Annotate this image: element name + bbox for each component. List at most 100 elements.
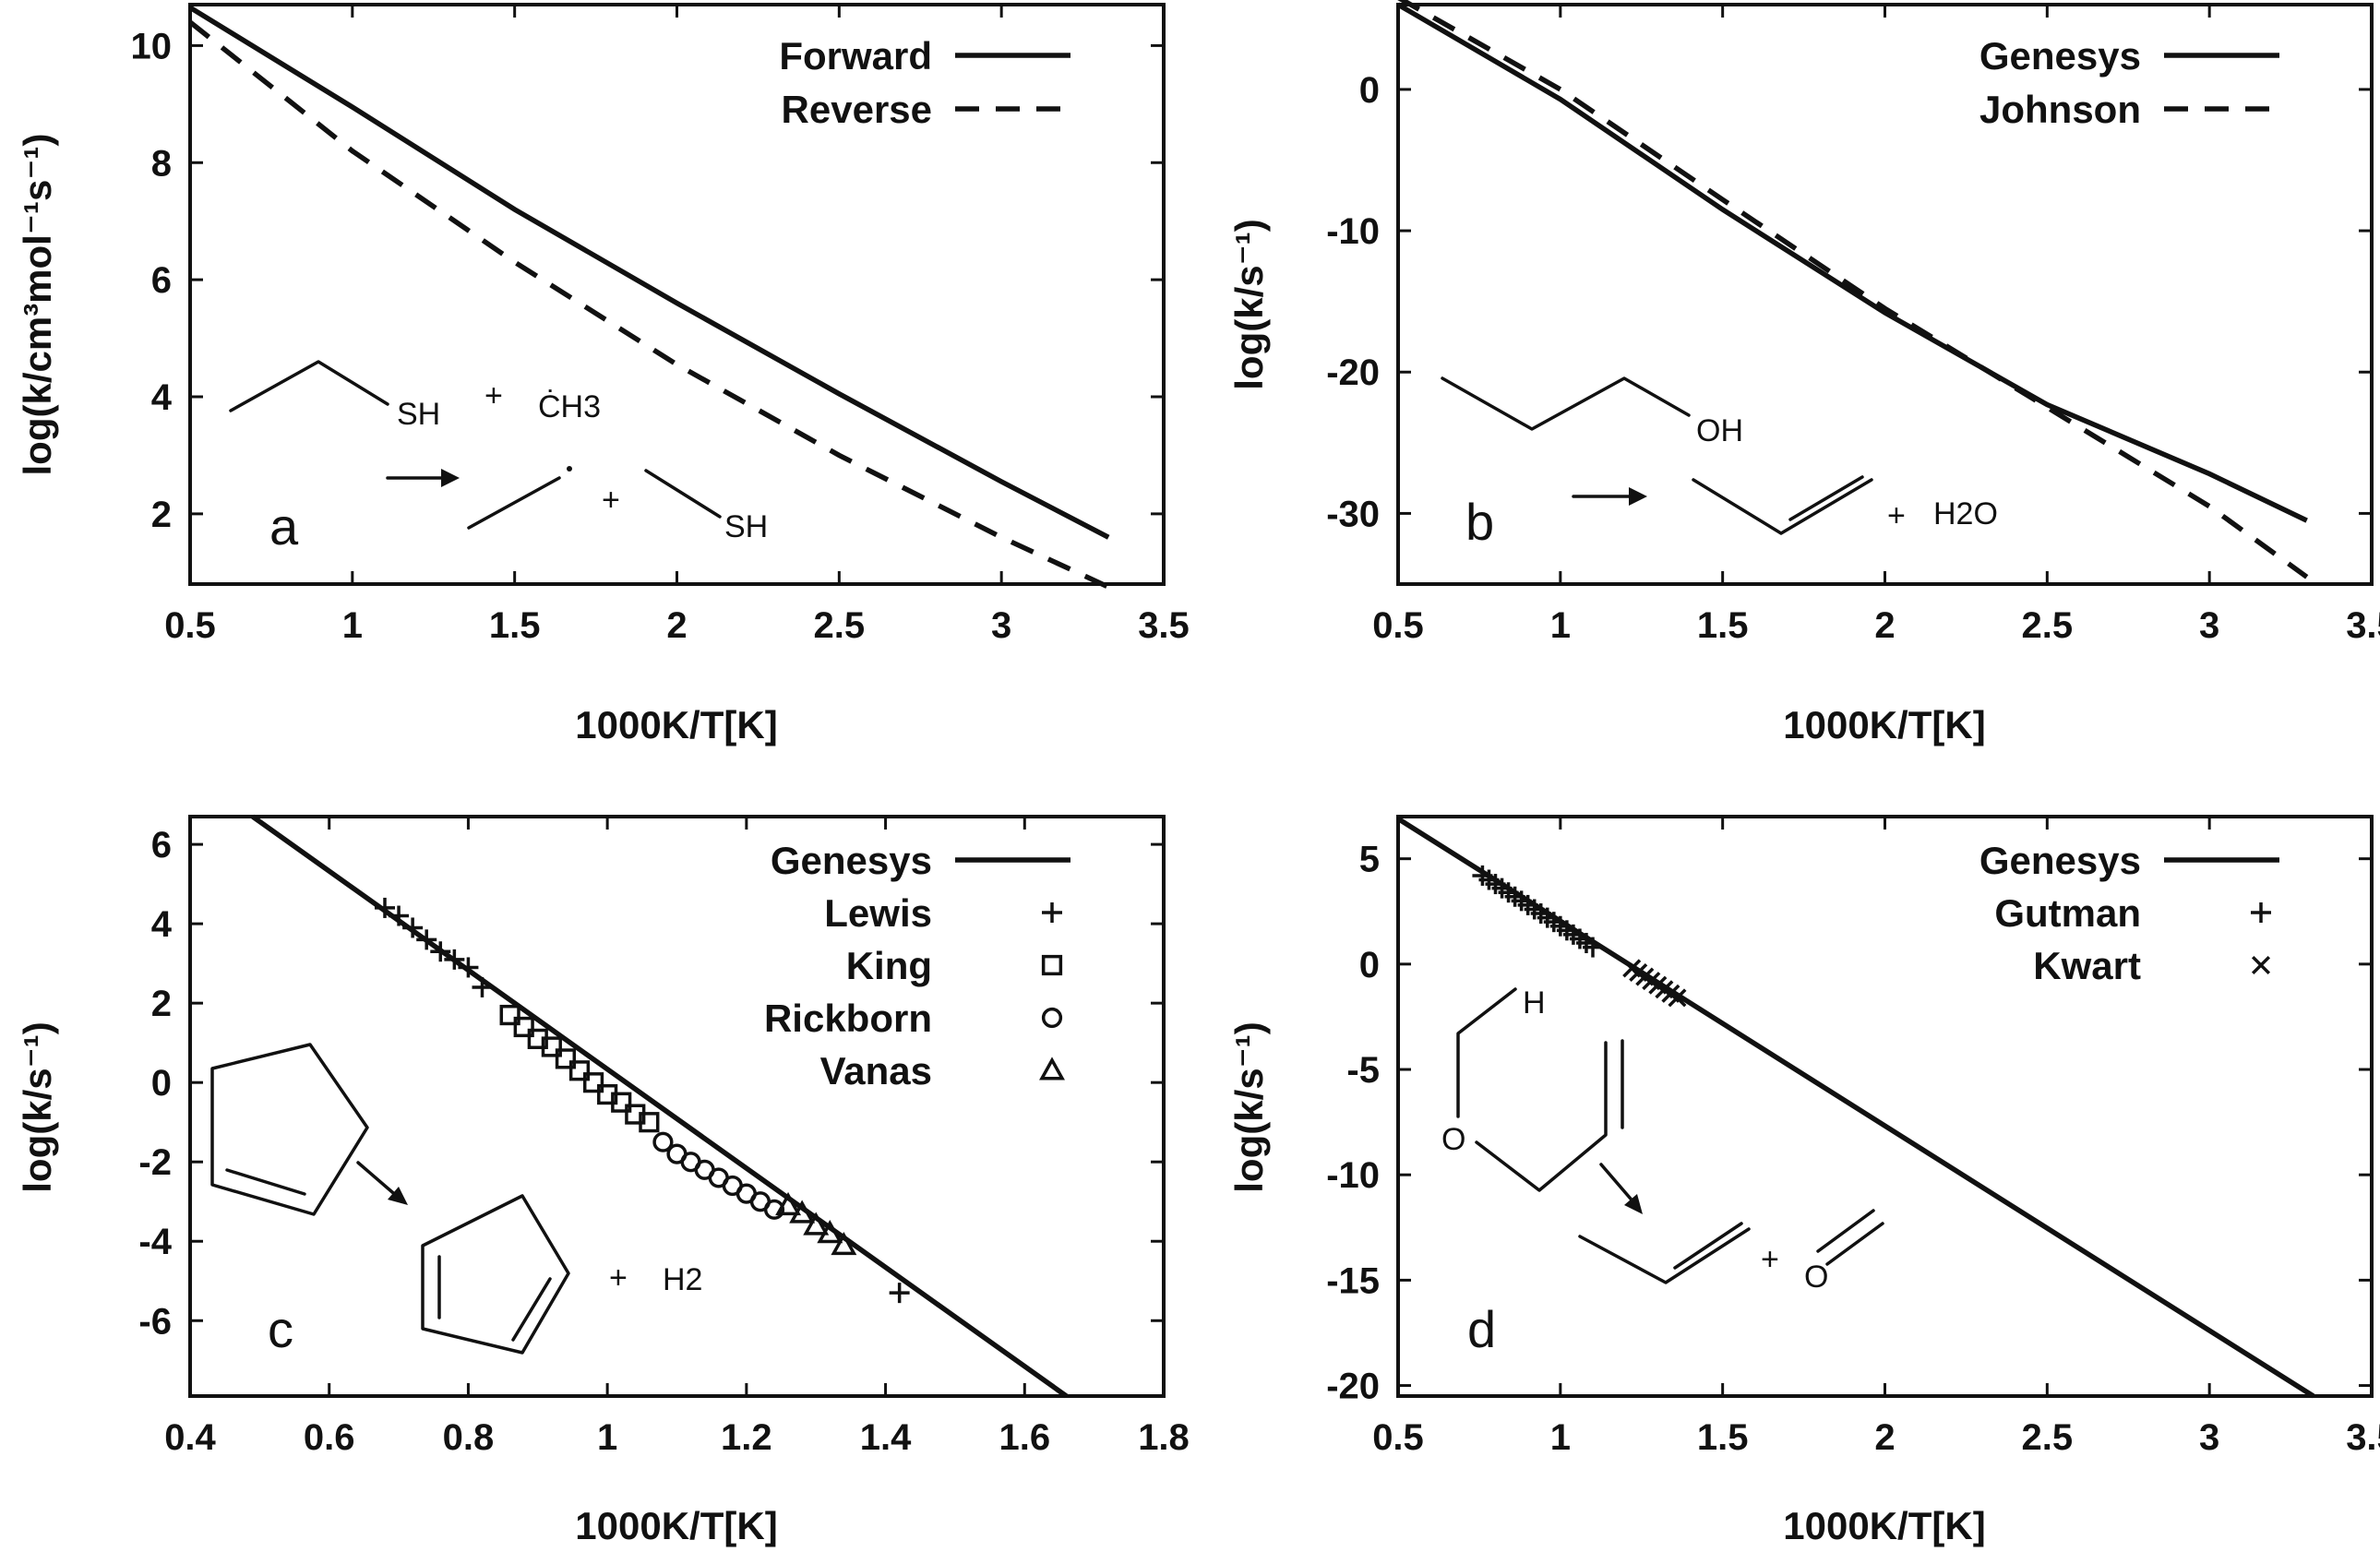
product-group-label: SH — [724, 509, 768, 544]
data-point-lewis — [402, 917, 424, 938]
x-tick-label: 2 — [1874, 605, 1895, 646]
plus-sign: + — [602, 483, 620, 518]
y-tick-label: 10 — [131, 26, 173, 66]
y-tick-label: -10 — [1326, 211, 1380, 252]
data-point-lewis — [375, 897, 395, 918]
methyl-radical-label: ĊH3 — [538, 389, 601, 424]
x-tick-labels: 0.5 1 1.5 2 2.5 3 3.5 — [1372, 605, 2380, 646]
series-line-johnson — [1397, 0, 2309, 579]
data-point-lewis — [430, 941, 451, 962]
x-tick-labels: 0.5 1 1.5 2 2.5 3 3.5 — [164, 605, 1190, 646]
y-tick-label: -6 — [138, 1301, 172, 1342]
x-tick-label: 3.5 — [2346, 605, 2380, 646]
plot-frame — [188, 815, 1166, 1398]
arrow-icon — [1572, 487, 1647, 506]
series-lines — [1396, 816, 2315, 1399]
data-point-king — [541, 1036, 562, 1057]
arrow-icon — [386, 469, 460, 487]
legend-label: Reverse — [782, 88, 932, 131]
x-tick-label: 2 — [1874, 1417, 1895, 1458]
legend-label: Genesys — [771, 839, 932, 882]
data-point-king — [611, 1092, 632, 1113]
formaldehyde-bond — [1816, 1209, 1875, 1253]
y-tick-label: 8 — [151, 143, 172, 184]
y-tick-label: 5 — [1359, 840, 1380, 880]
series-markers-lewis — [375, 897, 910, 1304]
axis-ticks — [188, 5, 1166, 584]
x-tick-label: 0.5 — [164, 605, 216, 646]
y-tick-label: 0 — [1359, 70, 1380, 111]
legend: Forward Reverse — [779, 34, 1070, 131]
x-tick-label: 0.8 — [443, 1417, 495, 1458]
y-tick-label: 2 — [151, 495, 172, 535]
data-point-king — [555, 1048, 577, 1069]
allyl-chain — [1475, 1041, 1608, 1192]
methanethiol-skeleton — [644, 469, 722, 519]
data-point-vanas — [803, 1212, 830, 1236]
x-tick-label: 0.5 — [1372, 605, 1424, 646]
data-point-lewis — [416, 929, 437, 950]
x-tick-label: 2.5 — [2022, 605, 2074, 646]
legend-swatch — [1042, 902, 1062, 923]
data-point-kwart — [1668, 988, 1687, 1008]
y-tick-label: -20 — [1326, 352, 1380, 393]
panel-c: 0.4 0.6 0.8 1 1.2 1.4 1.6 1.8 6 4 2 0 -2 -4 -6 1000K/… — [16, 814, 1190, 1547]
water-label: H2O — [1933, 496, 1998, 531]
y-tick-label: -10 — [1326, 1155, 1380, 1196]
formaldehyde-bond — [1825, 1222, 1884, 1266]
panel-letter: b — [1465, 493, 1494, 551]
x-tick-label: 2.5 — [814, 605, 866, 646]
panel-letter: c — [268, 1300, 293, 1358]
data-point-king — [568, 1060, 591, 1081]
data-point-vanas — [831, 1231, 857, 1256]
data-point-king — [639, 1112, 660, 1133]
series-lines — [251, 814, 1069, 1399]
ethyl-radical-skeleton — [467, 476, 561, 530]
ring-double-bond — [511, 1277, 552, 1342]
y-tick-label: 2 — [151, 984, 172, 1024]
allyl-vinyl-ether-skeleton — [1456, 987, 1517, 1118]
x-tick-labels: 0.4 0.6 0.8 1 1.2 1.4 1.6 1.8 — [164, 1417, 1190, 1458]
x-tick-label: 1 — [1550, 1417, 1571, 1458]
y-tick-label: 4 — [151, 904, 173, 945]
propene-double-bond — [1788, 475, 1864, 521]
series-markers-rickborn — [652, 1131, 785, 1220]
axis-ticks — [1396, 817, 2374, 1396]
y-tick-label: -2 — [138, 1142, 172, 1183]
axis-ticks — [1396, 5, 2374, 584]
x-tick-label: 3 — [2199, 1417, 2219, 1458]
y-tick-label: 6 — [151, 260, 172, 301]
x-tick-label: 3.5 — [2346, 1417, 2380, 1458]
y-tick-label: -20 — [1326, 1367, 1380, 1407]
x-axis-title: 1000K/T[K] — [1783, 1504, 1985, 1547]
y-tick-label: -30 — [1326, 494, 1380, 534]
plot-frame — [1396, 815, 2374, 1398]
legend-label: Gutman — [1994, 891, 2141, 935]
series-line-forward — [188, 5, 1110, 540]
data-point-vanas — [817, 1220, 843, 1244]
propene-double-bond — [1673, 1222, 1743, 1270]
y-tick-labels: 0 -10 -20 -30 — [1326, 70, 1380, 535]
series-markers-king — [499, 1004, 660, 1133]
y-tick-label: 0 — [1359, 945, 1380, 985]
series-markers-kwart — [1622, 959, 1687, 1008]
ring-double-bond — [225, 1168, 306, 1196]
legend-label: Lewis — [824, 891, 932, 935]
oxygen-atom-label: O — [1441, 1122, 1465, 1157]
plus-sign: + — [484, 378, 503, 413]
arrow-icon — [356, 1161, 408, 1205]
y-axis-title: log(k/s⁻¹) — [1227, 219, 1271, 390]
hydrogen-label: H2 — [663, 1262, 702, 1297]
x-tick-label: 1.5 — [489, 605, 541, 646]
x-tick-label: 2.5 — [2022, 1417, 2074, 1458]
legend-label: King — [846, 944, 932, 987]
x-tick-label: 1.2 — [721, 1417, 772, 1458]
propanol-skeleton — [1441, 376, 1691, 431]
legend: Genesys Lewis King Rickborn Vanas — [764, 839, 1070, 1092]
plus-sign: + — [1761, 1242, 1779, 1277]
legend-label: Rickborn — [764, 997, 932, 1040]
x-axis-title: 1000K/T[K] — [575, 1504, 777, 1547]
series-markers-vanas — [775, 1191, 857, 1256]
x-tick-label: 2 — [666, 605, 687, 646]
